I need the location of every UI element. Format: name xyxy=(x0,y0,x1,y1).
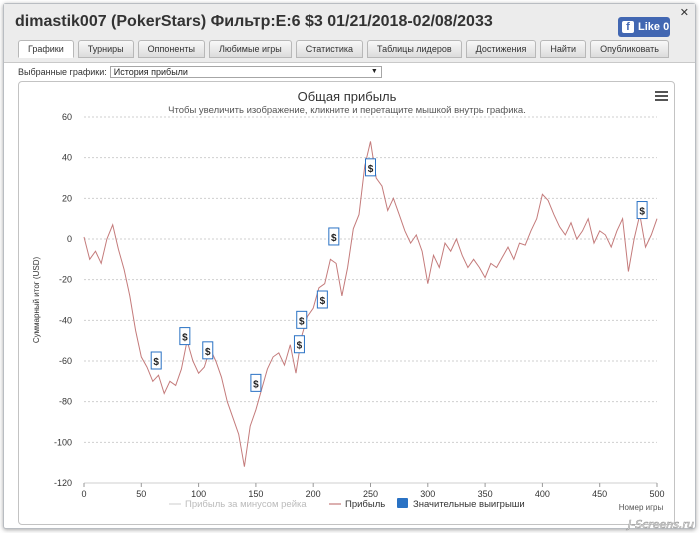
dropdown-arrow-icon: ▼ xyxy=(370,68,378,75)
x-tick-label: 450 xyxy=(592,489,607,499)
facebook-like-button[interactable]: f Like 0 xyxy=(618,17,670,37)
window-title: dimastik007 (PokerStars) Фильтр:E:6 $3 0… xyxy=(15,13,493,30)
x-tick-label: 150 xyxy=(248,489,263,499)
chart-menu-icon[interactable] xyxy=(655,91,668,101)
facebook-icon: f xyxy=(622,21,634,33)
y-tick-label: -40 xyxy=(59,315,72,325)
x-tick-label: 100 xyxy=(191,489,206,499)
y-tick-label: 0 xyxy=(67,234,72,244)
x-tick-label: 300 xyxy=(420,489,435,499)
y-tick-label: 40 xyxy=(62,153,72,163)
chart-subtitle: Чтобы увеличить изображение, кликните и … xyxy=(168,105,526,116)
significant-win-label: $ xyxy=(331,233,337,244)
x-tick-label: 400 xyxy=(535,489,550,499)
y-tick-label: -20 xyxy=(59,275,72,285)
significant-win-marker xyxy=(250,373,262,392)
y-tick-label: -120 xyxy=(54,478,72,488)
tab-leaderboards[interactable]: Таблицы лидеров xyxy=(367,40,462,58)
tab-favorite-games[interactable]: Любимые игры xyxy=(208,40,292,58)
significant-win-label: $ xyxy=(639,207,645,218)
x-axis-title: Номер игры xyxy=(619,503,664,512)
legend-rakeless-label: Прибыль за минусом рейка xyxy=(185,499,307,510)
x-tick-label: 0 xyxy=(81,489,86,499)
y-tick-label: -60 xyxy=(59,356,72,366)
significant-win-label: $ xyxy=(320,296,326,307)
tab-search[interactable]: Найти xyxy=(540,40,587,58)
significant-win-marker xyxy=(202,341,214,360)
significant-win-marker xyxy=(150,351,162,370)
significant-win-marker xyxy=(296,310,308,329)
legend-profit-label: Прибыль xyxy=(345,499,385,510)
significant-win-label: $ xyxy=(182,333,188,344)
profit-series-line xyxy=(83,141,658,467)
tab-achievements[interactable]: Достижения xyxy=(465,40,537,58)
like-label: Like 0 xyxy=(638,21,670,33)
significant-win-marker xyxy=(636,201,648,220)
window-header: dimastik007 (PokerStars) Фильтр:E:6 $3 0… xyxy=(4,4,695,63)
tab-publish[interactable]: Опубликовать xyxy=(590,40,669,58)
significant-win-label: $ xyxy=(205,347,211,358)
close-icon[interactable]: ✕ xyxy=(679,7,689,19)
y-tick-label: -80 xyxy=(59,397,72,407)
y-tick-label: 20 xyxy=(62,193,72,203)
x-tick-label: 250 xyxy=(363,489,378,499)
x-tick-label: 500 xyxy=(649,489,664,499)
graph-selector-label: Выбранные графики: xyxy=(18,67,107,77)
significant-win-label: $ xyxy=(253,379,259,390)
x-tick-label: 350 xyxy=(478,489,493,499)
graph-window: dimastik007 (PokerStars) Фильтр:E:6 $3 0… xyxy=(3,3,696,529)
tab-statistics[interactable]: Статистика xyxy=(295,40,364,58)
x-tick-label: 200 xyxy=(306,489,321,499)
significant-win-marker xyxy=(328,227,340,246)
significant-win-label: $ xyxy=(299,316,305,327)
chart-panel[interactable]: Общая прибыль Чтобы увеличить изображение… xyxy=(18,81,675,525)
graph-select-value: История прибыли xyxy=(113,67,188,77)
tab-bar: Графики Турниры Оппоненты Любимые игры С… xyxy=(18,40,669,58)
tab-graphs[interactable]: Графики xyxy=(18,40,74,58)
x-tick-label: 50 xyxy=(136,489,146,499)
legend-wins-label: Значительные выигрыши xyxy=(413,499,525,510)
significant-win-marker xyxy=(293,335,305,354)
graph-selector: Выбранные графики: История прибыли ▼ xyxy=(18,66,382,78)
chart-title: Общая прибыль xyxy=(298,89,397,104)
y-tick-label: 60 xyxy=(62,112,72,122)
legend-wins-swatch xyxy=(397,498,408,508)
significant-win-label: $ xyxy=(153,357,159,368)
significant-win-marker xyxy=(365,158,376,177)
tab-tournaments[interactable]: Турниры xyxy=(77,40,134,58)
significant-win-label: $ xyxy=(368,164,374,175)
tab-opponents[interactable]: Оппоненты xyxy=(137,40,205,58)
significant-win-label: $ xyxy=(297,341,303,352)
y-axis-title: Суммарный итог (USD) xyxy=(32,257,41,344)
significant-win-marker xyxy=(316,290,328,309)
graph-select[interactable]: История прибыли ▼ xyxy=(109,66,382,78)
significant-win-marker xyxy=(179,327,191,346)
y-tick-label: -100 xyxy=(54,437,72,447)
